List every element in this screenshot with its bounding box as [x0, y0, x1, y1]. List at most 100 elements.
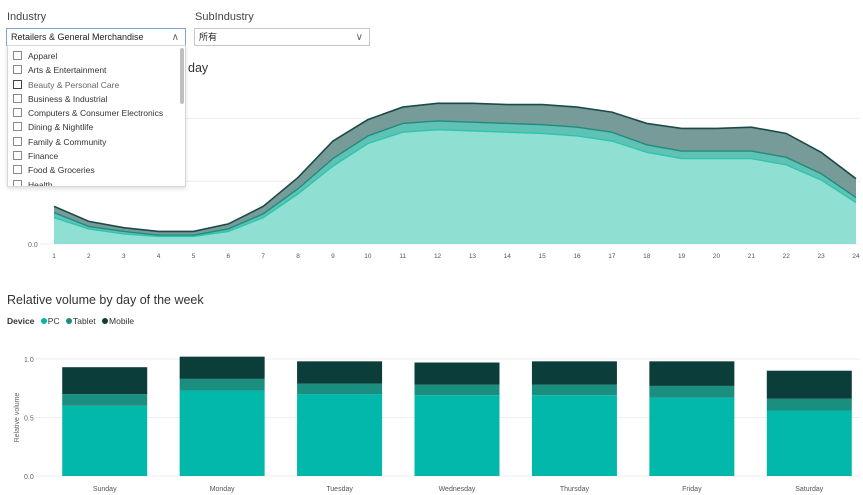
bar-tablet-monday[interactable] — [179, 378, 265, 391]
industry-option-label: Beauty & Personal Care — [28, 79, 120, 90]
bar-tablet-sunday[interactable] — [62, 394, 148, 406]
subindustry-select[interactable]: 所有 ∨ — [194, 28, 370, 46]
x-tick-label: 22 — [783, 253, 791, 260]
industry-option[interactable]: Dining & Nightlife — [8, 120, 185, 134]
x-tick-label: 14 — [504, 253, 512, 260]
industry-dropdown-list[interactable]: Apparel Arts & Entertainment Beauty & Pers… — [7, 45, 186, 187]
industry-option[interactable]: Arts & Entertainment — [8, 63, 185, 77]
x-tick-label: 16 — [573, 253, 581, 260]
bar-pc-tuesday[interactable] — [297, 394, 383, 476]
industry-option[interactable]: Food & Groceries — [8, 163, 185, 177]
y-tick-label: 0.0 — [28, 242, 38, 249]
bar-pc-friday[interactable] — [649, 397, 735, 476]
x-tick-label: 24 — [852, 253, 860, 260]
industry-option-label: Food & Groceries — [28, 165, 95, 176]
bar-pc-saturday[interactable] — [766, 410, 852, 476]
bar-pc-wednesday[interactable] — [414, 395, 500, 476]
industry-option[interactable]: Computers & Consumer Electronics — [8, 106, 185, 120]
legend-pc-swatch — [40, 318, 47, 324]
daily-bar-chart: 0.0 0.5 1.0 Relative volume Sunday Monday Tues… — [14, 356, 860, 493]
x-tick-label: 11 — [399, 253, 406, 260]
industry-option-label: Apparel — [28, 51, 58, 61]
bar-mobile-monday[interactable] — [179, 356, 265, 379]
x-tick-label: 18 — [643, 253, 651, 260]
legend-tablet[interactable]: Tablet — [72, 316, 96, 326]
bar-mobile-saturday[interactable] — [766, 370, 852, 399]
y-tick-label: 0.0 — [24, 474, 34, 481]
bar-mobile-sunday[interactable] — [62, 367, 148, 395]
checkbox-icon[interactable] — [13, 93, 22, 103]
x-tick-label: 1 — [52, 253, 56, 260]
legend-mobile[interactable]: Mobile — [109, 316, 135, 326]
x-tick-label: Thursday — [560, 486, 590, 493]
x-tick-label: Saturday — [795, 486, 824, 493]
checkbox-icon[interactable] — [13, 79, 22, 89]
subindustry-label: SubIndustry — [195, 11, 254, 23]
legend-mobile-swatch — [102, 318, 109, 324]
y-tick-label: 0.5 — [24, 416, 34, 423]
x-tick-label: 2 — [87, 253, 91, 260]
checkbox-icon[interactable] — [13, 51, 22, 60]
bar-tablet-friday[interactable] — [649, 385, 735, 398]
area-tablet[interactable] — [54, 120, 856, 237]
x-tick-label: Monday — [210, 486, 235, 493]
industry-option[interactable]: Health — [8, 178, 185, 186]
industry-option-label: Computers & Consumer Electronics — [28, 108, 164, 119]
bar-tablet-wednesday[interactable] — [414, 384, 500, 396]
device-legend: Device PC Tablet Mobile — [7, 316, 134, 326]
industry-label: Industry — [7, 11, 47, 23]
x-tick-label: Tuesday — [326, 486, 353, 493]
area-mobile[interactable] — [54, 103, 856, 236]
bar-tablet-tuesday[interactable] — [297, 383, 383, 395]
area-pc[interactable] — [54, 129, 856, 244]
industry-option[interactable]: Business & Industrial — [8, 92, 185, 106]
bar-pc-sunday[interactable] — [62, 405, 148, 476]
x-tick-label: 8 — [296, 253, 300, 260]
bar-pc-thursday[interactable] — [531, 395, 617, 476]
industry-option[interactable]: Finance — [8, 149, 185, 163]
x-tick-label: 3 — [122, 253, 126, 260]
x-tick-label: 6 — [227, 253, 231, 260]
industry-option-label: Dining & Nightlife — [28, 122, 94, 133]
bar-mobile-tuesday[interactable] — [297, 361, 383, 384]
checkbox-icon[interactable] — [13, 122, 22, 132]
x-tick-label: Wednesday — [439, 486, 476, 493]
bar-pc-monday[interactable] — [179, 390, 265, 476]
bar-mobile-wednesday[interactable] — [414, 362, 500, 385]
checkbox-icon[interactable] — [13, 179, 22, 186]
x-tick-label: 7 — [261, 253, 265, 260]
checkbox-icon[interactable] — [13, 65, 22, 75]
industry-select-value: Retailers & General Merchandise — [11, 32, 144, 42]
industry-option[interactable]: Apparel — [8, 49, 185, 63]
bar-mobile-thursday[interactable] — [531, 361, 617, 385]
hourly-chart-title: day — [188, 61, 209, 75]
industry-select[interactable]: Retailers & General Merchandise ∧ — [6, 28, 186, 46]
checkbox-icon[interactable] — [13, 108, 22, 118]
line-pc — [53, 129, 857, 238]
bar-tablet-thursday[interactable] — [531, 384, 617, 396]
x-tick-label: 20 — [713, 253, 721, 260]
checkbox-icon[interactable] — [13, 136, 22, 146]
x-tick-label: 12 — [434, 253, 442, 260]
bar-tablet-saturday[interactable] — [766, 398, 852, 411]
industry-option-label: Business & Industrial — [28, 93, 108, 104]
y-axis-label: Relative volume — [14, 392, 21, 442]
legend-pc[interactable]: PC — [47, 316, 60, 326]
subindustry-select-value: 所有 — [199, 32, 218, 42]
x-tick-label: 15 — [539, 253, 547, 260]
chevron-down-icon: ∨ — [355, 32, 363, 43]
x-tick-label: 5 — [192, 253, 196, 260]
chevron-up-icon: ∧ — [171, 32, 179, 43]
industry-option[interactable]: Family & Community — [8, 135, 185, 149]
x-tick-label: Friday — [682, 486, 702, 493]
hourly-area-chart: 0.00.5Rela123456789101112131415161718192… — [14, 102, 860, 260]
bar-mobile-friday[interactable] — [649, 361, 735, 386]
dropdown-scrollbar[interactable] — [180, 48, 184, 104]
x-tick-label: 21 — [748, 253, 756, 260]
checkbox-icon[interactable] — [13, 151, 22, 161]
x-tick-label: 9 — [331, 253, 335, 260]
x-tick-label: 23 — [818, 253, 826, 260]
industry-option[interactable]: Beauty & Personal Care — [8, 78, 185, 92]
checkbox-icon[interactable] — [13, 165, 22, 175]
industry-option-label: Arts & Entertainment — [28, 65, 107, 76]
